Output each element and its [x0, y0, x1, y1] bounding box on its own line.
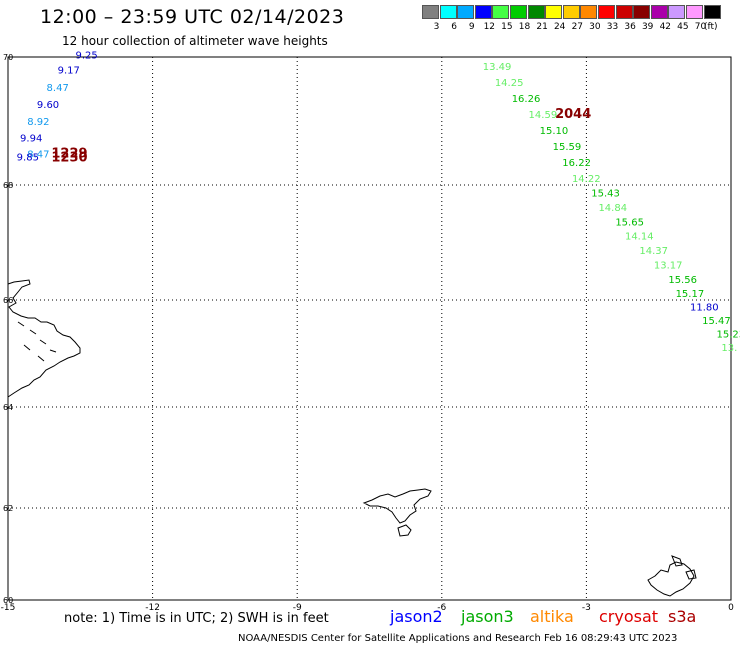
- map-subtitle: 12 hour collection of altimeter wave hei…: [62, 34, 328, 48]
- scale-label: 21: [536, 22, 548, 32]
- scale-swatch: [474, 5, 492, 19]
- x-tick-label: -9: [293, 603, 302, 613]
- scale-label: 9: [468, 22, 475, 32]
- scale-label: 24: [553, 22, 566, 32]
- y-tick-label: 68: [3, 181, 13, 190]
- y-tick-label: 62: [3, 504, 13, 513]
- satellite-altika: altika: [530, 607, 574, 626]
- wave-height-label: 9.94: [20, 133, 42, 144]
- shetland-north: [671, 555, 697, 580]
- scale-swatch: [422, 5, 439, 19]
- map-note: note: 1) Time is in UTC; 2) SWH is in fe…: [64, 611, 329, 626]
- wave-height-label: 14.59: [529, 110, 558, 121]
- scale-label: 18: [518, 22, 531, 32]
- satellite-cryosat: cryosat: [599, 607, 659, 626]
- wave-height-label: 9.17: [58, 66, 80, 77]
- y-tick-label: 64: [3, 403, 13, 412]
- scale-label: 12: [483, 22, 496, 32]
- shetland-islands: [647, 561, 695, 597]
- scale-label: 27: [571, 22, 584, 32]
- wave-height-label: 16.22: [562, 158, 591, 169]
- faroe-south: [397, 524, 412, 537]
- scale-label: 45: [677, 22, 689, 32]
- scale-swatch: [580, 5, 598, 19]
- wave-height-label: 15.59: [553, 142, 582, 153]
- wave-height-label: 9.25: [75, 50, 97, 61]
- wave-height-label: 13.: [721, 343, 737, 354]
- scale-label: 70: [694, 22, 707, 32]
- y-tick-label: 66: [3, 296, 13, 305]
- scale-swatch: [598, 5, 615, 19]
- wave-height-label: 13.17: [654, 260, 683, 271]
- time-label: 1229: [51, 146, 87, 161]
- wave-height-label: 14.37: [639, 246, 668, 257]
- wave-height-label: 16.26: [512, 94, 541, 105]
- wave-height-label: 8.47: [27, 149, 49, 160]
- satellite-s3a: s3a: [668, 607, 697, 626]
- lat-lon-grid: -15 -12 -9 -6 -3 0 70 68 66 64 62 60: [1, 53, 734, 613]
- wave-height-label: 9.85: [17, 153, 39, 164]
- wave-height-label: 15.23: [717, 329, 740, 340]
- scale-swatch: [686, 5, 703, 19]
- coastlines: [7, 279, 697, 597]
- wave-height-label: 11.80: [690, 303, 719, 314]
- time-label: 1230: [51, 150, 87, 165]
- iceland-coast: [7, 279, 81, 398]
- scale-swatch: [510, 5, 527, 19]
- scale-label: 3: [433, 22, 440, 32]
- wave-height-label: 15.10: [540, 126, 569, 137]
- observation-labels: 9.259.178.479.608.929.948.479.85 12291230…: [17, 50, 740, 354]
- scale-swatch: [527, 5, 545, 19]
- wave-height-label: 15.65: [615, 217, 644, 228]
- wave-height-label: 15.17: [676, 289, 705, 300]
- scale-label: 15: [501, 22, 513, 32]
- scale-swatch: [492, 5, 510, 19]
- satellite-jason3: jason3: [461, 607, 514, 626]
- wave-height-label: 8.92: [27, 117, 49, 128]
- scale-label: 6: [451, 22, 457, 32]
- scale-label: 30: [589, 22, 601, 32]
- map-footer: NOAA/NESDIS Center for Satellite Applica…: [238, 633, 678, 644]
- scale-label: 42: [659, 22, 672, 32]
- x-tick-label: -3: [582, 603, 591, 613]
- scale-swatch: [562, 5, 580, 19]
- wave-height-label: 9.60: [37, 100, 59, 111]
- satellite-jason2: jason2: [390, 607, 443, 626]
- wave-height-label: 14.22: [572, 174, 601, 185]
- wave-height-label: 15.43: [591, 189, 620, 200]
- x-tick-label: 0: [728, 603, 734, 613]
- time-label: 2044: [555, 107, 591, 122]
- scale-label: 36: [624, 22, 636, 32]
- faroe-islands: [362, 488, 432, 524]
- scale-swatch: [615, 5, 633, 19]
- wave-height-label: 13.49: [483, 62, 512, 73]
- scale-swatch: [650, 5, 668, 19]
- scale-swatch: [439, 5, 457, 19]
- scale-unit: (ft): [704, 22, 718, 32]
- x-tick-label: -12: [145, 603, 160, 613]
- iceland-fjords: [17, 321, 57, 362]
- map-title: 12:00 – 23:59 UTC 02/14/2023: [40, 6, 345, 28]
- x-tick-label: -6: [437, 603, 446, 613]
- wave-height-label: 15.56: [668, 275, 697, 286]
- wave-height-label: 8.47: [47, 83, 69, 94]
- x-tick-label: -15: [1, 603, 16, 613]
- wave-height-label: 14.14: [625, 232, 654, 243]
- scale-swatch: [668, 5, 686, 19]
- map-frame: [7, 56, 732, 601]
- wave-height-label: 14.25: [495, 78, 524, 89]
- scale-label: 39: [641, 22, 654, 32]
- wave-height-label: 15.47: [702, 316, 731, 327]
- scale-swatch: [457, 5, 475, 19]
- scale-label: 33: [606, 22, 619, 32]
- y-tick-label: 60: [3, 596, 13, 605]
- y-tick-label: 70: [3, 53, 13, 62]
- scale-swatch: [545, 5, 563, 19]
- scale-swatch: [703, 5, 721, 19]
- scale-swatch: [633, 5, 651, 19]
- wave-height-label: 14.84: [598, 203, 627, 214]
